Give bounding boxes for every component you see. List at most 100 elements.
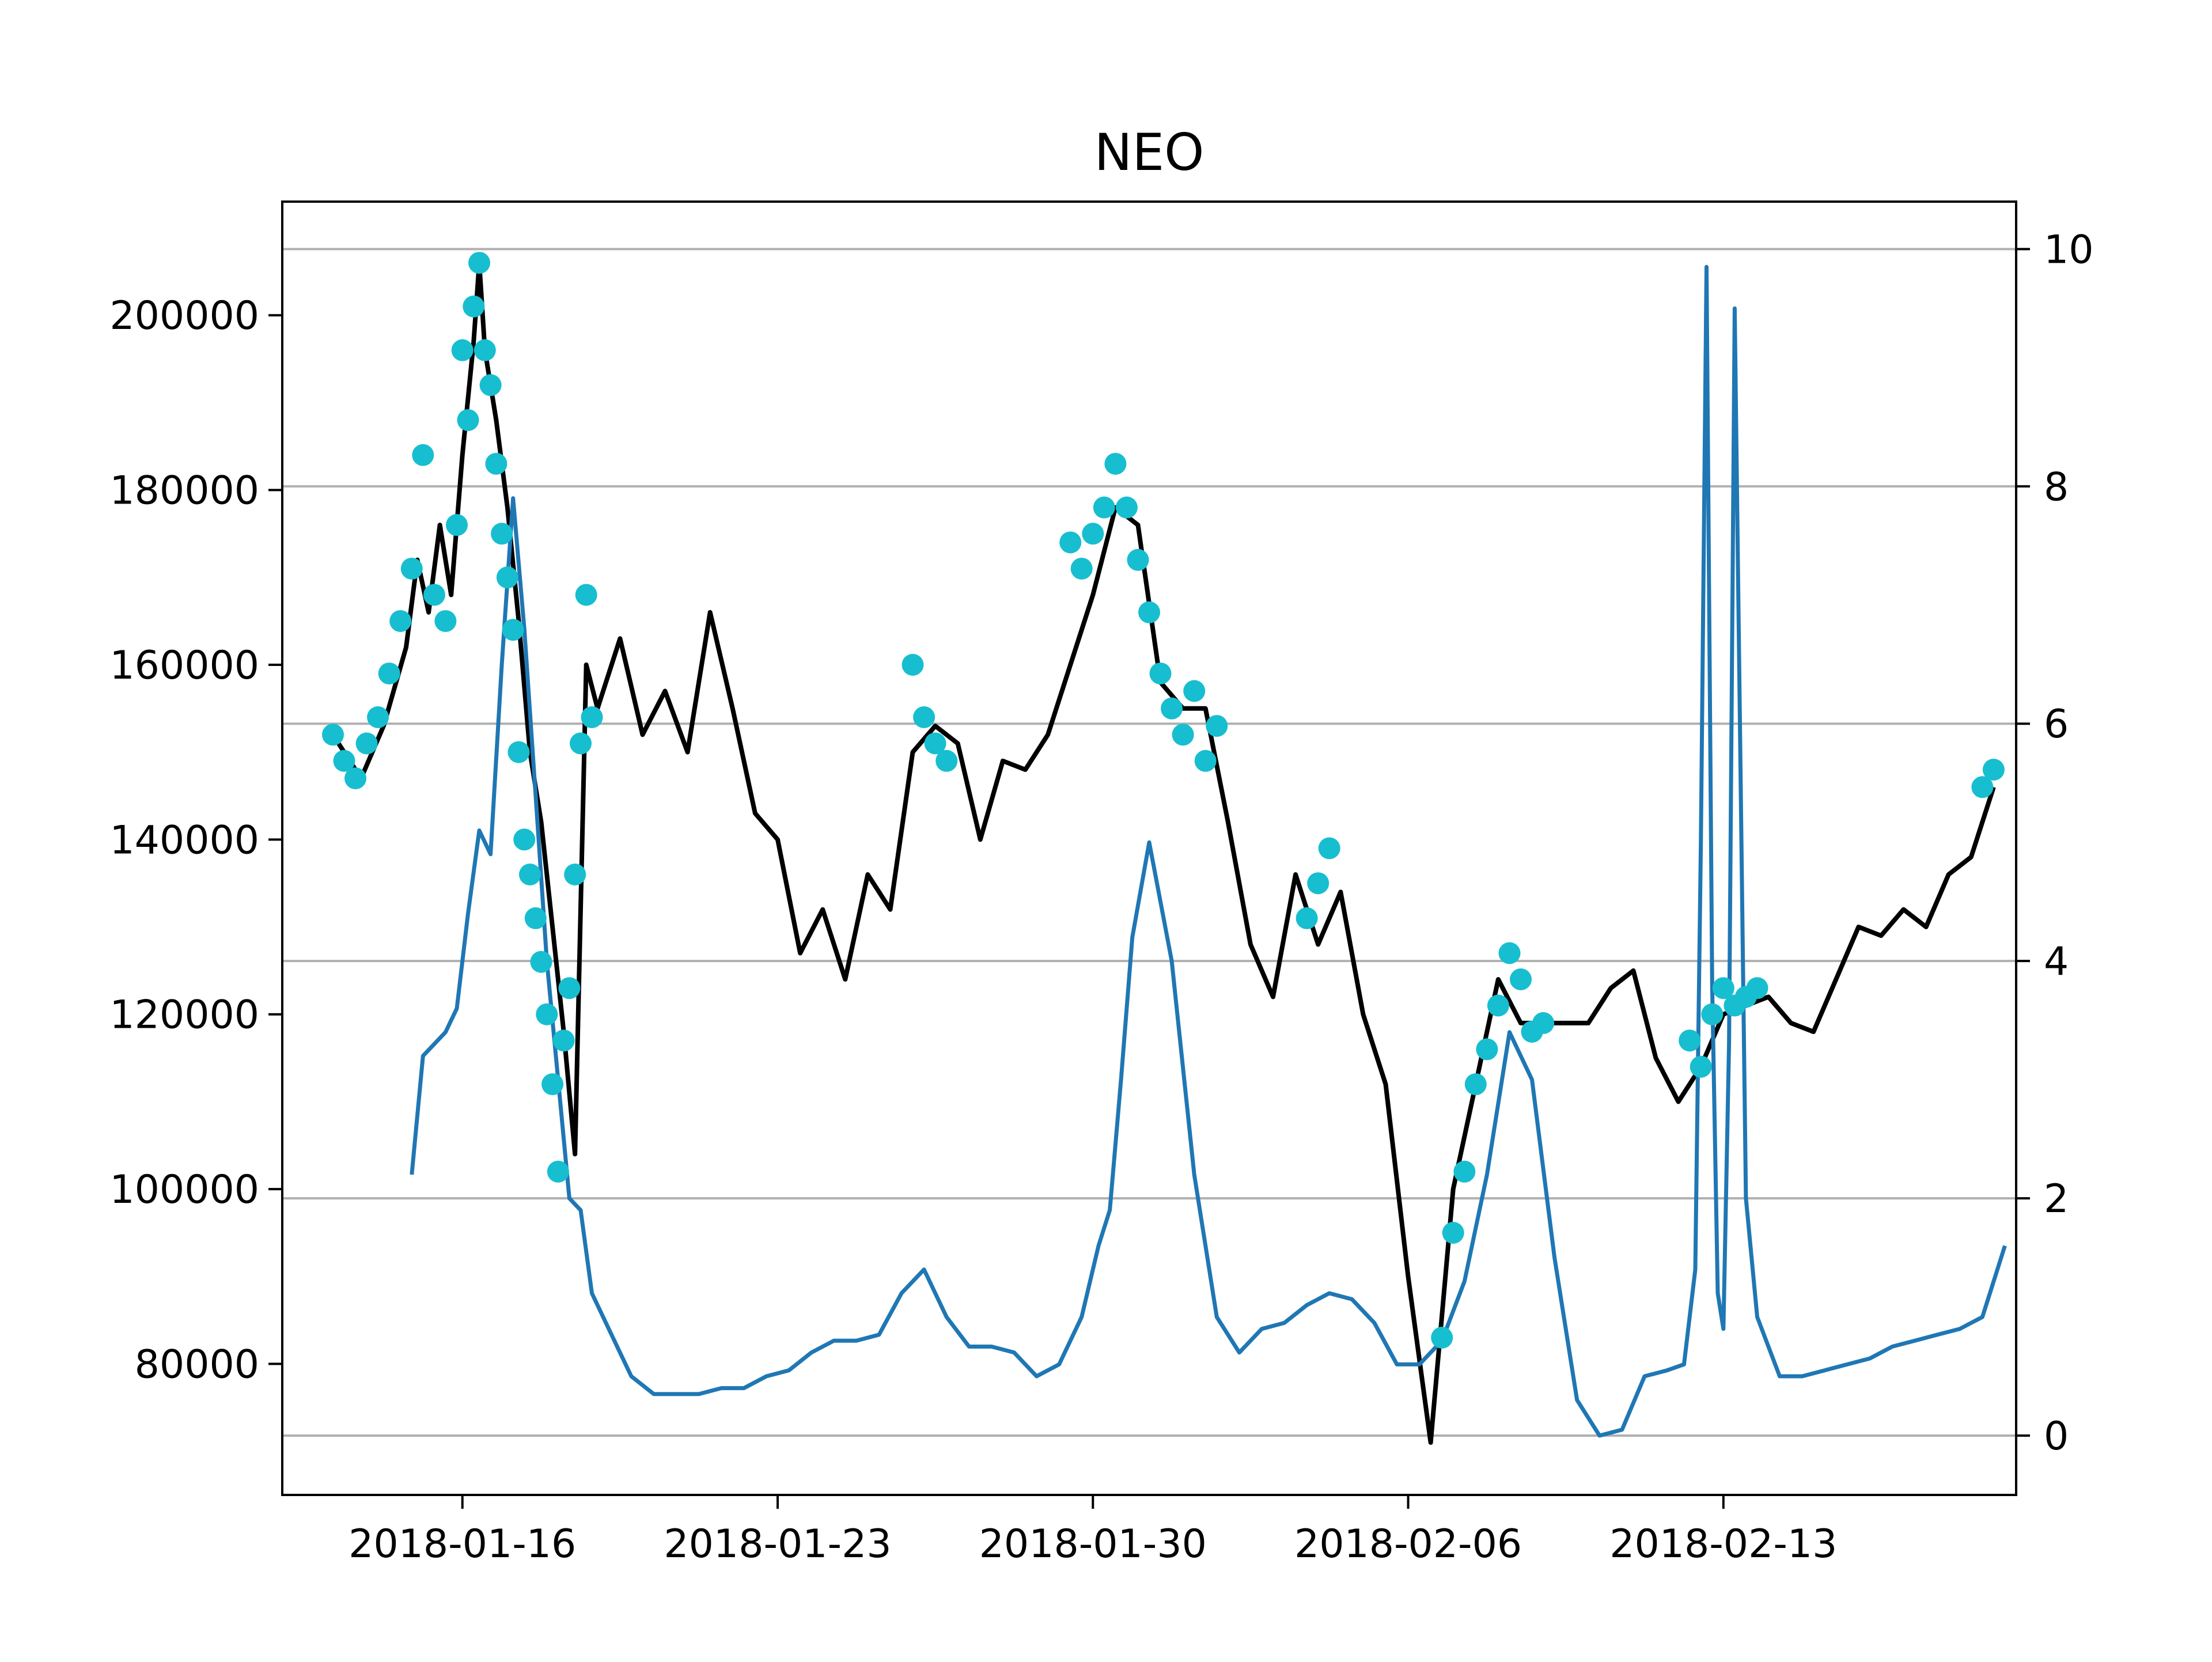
marker-point [1971,776,1994,798]
x-tick-label: 2018-01-23 [664,1521,891,1567]
marker-point [1431,1327,1453,1349]
marker-point [355,732,378,755]
marker-point [1127,548,1149,571]
marker-point [389,610,412,633]
marker-point [1093,496,1115,518]
y-tick-label: 100000 [109,1167,259,1213]
marker-point [1712,977,1734,1000]
marker-point [541,1073,564,1096]
y-tick-label: 180000 [109,468,259,514]
marker-point [457,409,479,431]
marker-point [564,864,586,885]
marker-point [935,749,958,772]
marker-point [434,610,457,633]
y-tick-label: 80000 [135,1342,259,1387]
marker-point [1183,680,1206,702]
marker-point [536,1003,558,1025]
marker-point [1679,1029,1701,1052]
y2-tick-label: 4 [2044,939,2069,985]
marker-point [524,907,547,929]
marker-point [1206,715,1228,737]
ratio-layer [410,264,2007,1438]
marker-point [1070,558,1093,580]
marker-point [378,662,400,685]
y-tick-label: 120000 [109,993,259,1038]
x-tick-label: 2018-02-06 [1294,1521,1522,1567]
marker-point [479,374,502,396]
marker-point [1487,994,1509,1017]
marker-point [1690,1055,1712,1078]
y2-tick-label: 2 [2044,1176,2069,1222]
marker-point [1318,837,1340,860]
y2-tick-label: 0 [2044,1414,2069,1459]
marker-point [581,706,603,728]
marker-point [1532,1012,1555,1034]
marker-layer [322,252,2005,1349]
y2-tick-label: 10 [2044,227,2094,272]
marker-point [446,514,468,536]
plot-frame [281,200,2017,1496]
marker-point [1138,601,1160,623]
marker-point [552,1029,575,1052]
marker-point [1510,968,1532,990]
marker-point [463,296,485,317]
price-series-line [336,260,1996,1445]
axis-layer: 80000 100000 120000 140000 160000 180000 20000… [109,227,2093,1567]
marker-point [1296,907,1318,929]
marker-point [496,566,518,589]
x-tick-label: 2018-01-30 [979,1521,1207,1567]
marker-point [570,732,592,755]
x-tick-label: 2018-02-13 [1609,1521,1837,1567]
marker-point [1059,531,1082,554]
x-tick-label: 2018-01-16 [349,1521,576,1567]
marker-point [1453,1160,1476,1183]
marker-point [1082,523,1104,545]
ratio-series-line [410,264,2007,1438]
price-layer [336,260,1996,1445]
marker-point [547,1160,569,1183]
marker-point [913,706,935,728]
marker-point [513,828,536,851]
marker-point [902,654,924,676]
marker-point [474,339,496,361]
marker-point [1746,977,1768,1000]
marker-point [1498,942,1521,964]
marker-point [1115,496,1138,518]
marker-point [507,741,530,763]
marker-point [400,558,423,580]
marker-point [1172,724,1194,746]
marker-point [519,864,541,885]
marker-point [344,767,366,790]
marker-point [1194,749,1217,772]
marker-point [1701,1003,1724,1025]
marker-point [423,584,445,606]
marker-point [558,977,581,1000]
marker-point [1476,1038,1498,1061]
marker-point [468,252,490,274]
marker-point [1464,1073,1487,1096]
marker-point [451,339,474,361]
y2-tick-label: 8 [2044,464,2069,510]
marker-point [530,951,552,973]
y-tick-label: 160000 [109,643,259,688]
marker-point [333,749,355,772]
marker-point [1104,453,1127,475]
marker-point [1982,759,2005,781]
marker-point [924,732,946,755]
marker-point [1442,1221,1464,1244]
marker-point [1149,662,1172,685]
marker-point [502,619,524,641]
marker-point [491,523,513,545]
marker-point [575,584,597,606]
y-tick-label: 140000 [109,817,259,863]
marker-point [1161,697,1183,720]
marker-point [367,706,389,728]
chart-title: NEO [1094,123,1205,182]
y2-tick-label: 6 [2044,702,2069,747]
marker-point [1307,872,1330,895]
marker-point [485,453,507,475]
marker-point [412,444,434,466]
